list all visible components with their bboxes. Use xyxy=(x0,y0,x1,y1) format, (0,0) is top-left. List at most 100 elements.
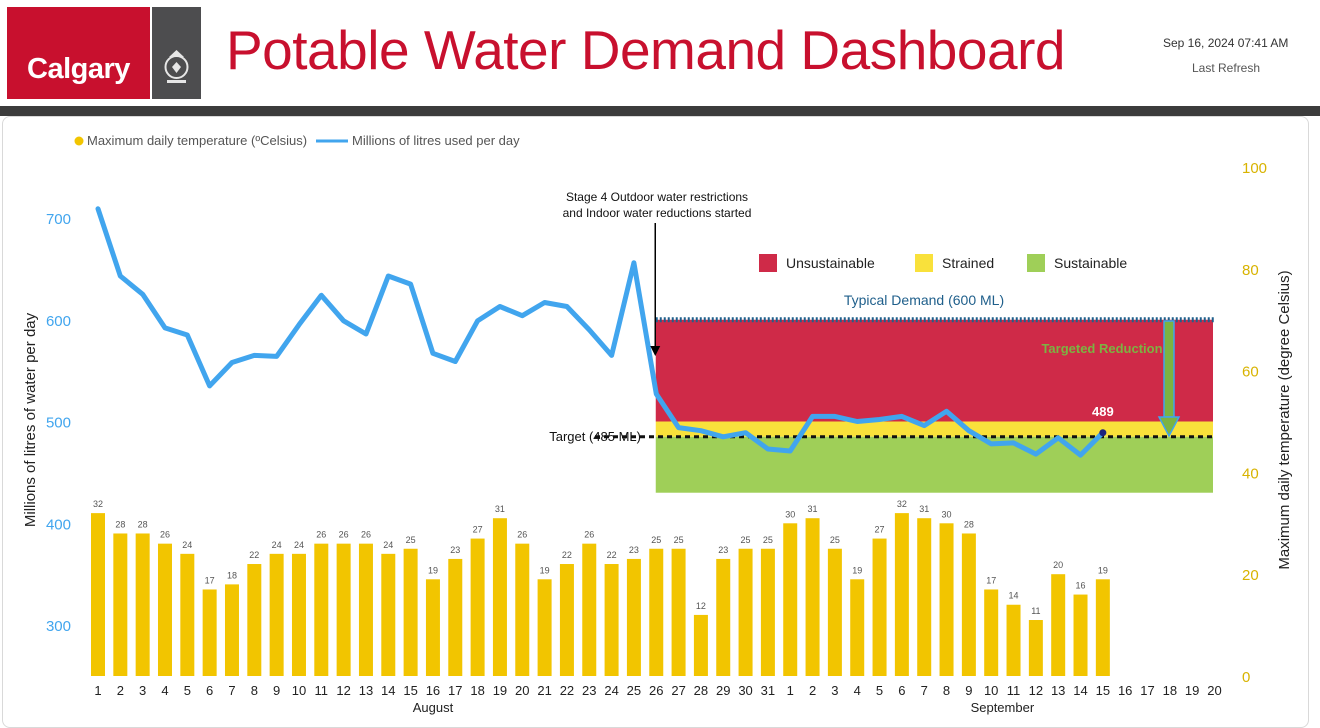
temperature-bar xyxy=(805,518,820,676)
temperature-bar xyxy=(425,579,440,676)
reduction-arrow-head xyxy=(1157,416,1181,438)
x-tick-label: 7 xyxy=(921,683,928,698)
temperature-bar xyxy=(224,584,239,676)
annotation-arrow-head xyxy=(650,346,661,356)
x-tick-label: 28 xyxy=(694,683,708,698)
temperature-bar-label: 23 xyxy=(629,545,639,555)
logo-text: Calgary xyxy=(27,53,130,85)
x-tick-label: 20 xyxy=(1207,683,1221,698)
x-tick-label: 1 xyxy=(94,683,101,698)
temperature-bar xyxy=(291,553,306,676)
x-tick-label: 8 xyxy=(943,683,950,698)
temperature-bar xyxy=(917,518,932,676)
zone-legend-label: Strained xyxy=(942,255,994,271)
x-tick-label: 10 xyxy=(292,683,306,698)
temperature-bar xyxy=(894,513,909,676)
y-left-tick-label: 500 xyxy=(46,415,71,432)
temperature-bar xyxy=(827,548,842,676)
temperature-bar-label: 26 xyxy=(160,530,170,540)
legend-temperature-dot xyxy=(74,136,84,146)
temperature-bar-label: 25 xyxy=(651,535,661,545)
x-tick-label: 13 xyxy=(1051,683,1065,698)
temperature-bar xyxy=(984,589,999,676)
temperature-bar xyxy=(247,564,262,676)
temperature-bar-label: 19 xyxy=(428,565,438,575)
y-right-tick-label: 80 xyxy=(1242,262,1259,279)
x-tick-label: 23 xyxy=(582,683,596,698)
refresh-label: Last Refresh xyxy=(1192,61,1261,75)
x-tick-label: 12 xyxy=(1029,683,1043,698)
x-tick-label: 19 xyxy=(493,683,507,698)
x-tick-label: 17 xyxy=(448,683,462,698)
y-right-axis-title: Maximum daily temperature (degree Celsiu… xyxy=(1276,270,1293,569)
targeted-reduction-label: Targeted Reduction xyxy=(1041,341,1162,356)
x-tick-label: 16 xyxy=(1118,683,1132,698)
temperature-bar xyxy=(1006,604,1021,676)
y-left-tick-label: 300 xyxy=(46,618,71,635)
temperature-bar-label: 32 xyxy=(897,499,907,509)
temperature-bar xyxy=(716,558,731,676)
x-tick-label: 25 xyxy=(627,683,641,698)
temperature-bar xyxy=(157,543,172,676)
temperature-bar-label: 30 xyxy=(942,509,952,519)
x-tick-label: 4 xyxy=(161,683,168,698)
temperature-bar-label: 22 xyxy=(562,550,572,560)
y-right-tick-label: 100 xyxy=(1242,160,1267,177)
x-tick-label: 11 xyxy=(1007,683,1021,698)
temperature-bar-label: 17 xyxy=(205,575,215,585)
latest-point xyxy=(1099,429,1107,437)
temperature-bar-label: 14 xyxy=(1009,591,1019,601)
legend-temperature-label: Maximum daily temperature (ºCelsius) xyxy=(87,133,307,148)
x-tick-label: 15 xyxy=(1096,683,1110,698)
temperature-bar-label: 20 xyxy=(1053,560,1063,570)
temperature-bar xyxy=(939,523,954,676)
temperature-bar-label: 28 xyxy=(964,519,974,529)
x-tick-label: 20 xyxy=(515,683,529,698)
temperature-bar xyxy=(135,533,150,676)
temperature-bar xyxy=(1095,579,1110,676)
temperature-bar-label: 25 xyxy=(674,535,684,545)
temperature-bar-label: 16 xyxy=(1076,581,1086,591)
refresh-timestamp: Sep 16, 2024 07:41 AM xyxy=(1163,36,1289,50)
x-tick-label: 31 xyxy=(761,683,775,698)
x-tick-label: 7 xyxy=(228,683,235,698)
temperature-bar-label: 27 xyxy=(875,525,885,535)
temperature-bar-label: 25 xyxy=(763,535,773,545)
x-tick-label: 4 xyxy=(854,683,861,698)
x-tick-label: 15 xyxy=(403,683,417,698)
x-tick-label: 9 xyxy=(965,683,972,698)
x-tick-label: 29 xyxy=(716,683,730,698)
temperature-bar xyxy=(403,548,418,676)
temperature-bar xyxy=(626,558,641,676)
x-tick-label: 6 xyxy=(206,683,213,698)
temperature-bar-label: 25 xyxy=(406,535,416,545)
x-tick-label: 12 xyxy=(336,683,350,698)
x-tick-label: 2 xyxy=(809,683,816,698)
x-tick-label: 5 xyxy=(876,683,883,698)
temperature-bar xyxy=(671,548,686,676)
typical-demand-label: Typical Demand (600 ML) xyxy=(844,292,1004,308)
temperature-bar-label: 32 xyxy=(93,499,103,509)
temperature-bar xyxy=(470,538,485,676)
x-tick-label: 26 xyxy=(649,683,663,698)
header: Calgary Potable Water Demand Dashboard S… xyxy=(0,0,1320,106)
temperature-bar-label: 12 xyxy=(696,601,706,611)
temperature-bar-label: 31 xyxy=(808,504,818,514)
x-tick-label: 10 xyxy=(984,683,998,698)
zone-legend-label: Sustainable xyxy=(1054,255,1127,271)
temperature-bar-label: 25 xyxy=(741,535,751,545)
temperature-bar-label: 24 xyxy=(383,540,393,550)
y-right-tick-label: 40 xyxy=(1242,465,1259,482)
temperature-bar xyxy=(582,543,597,676)
zone-legend-swatch xyxy=(915,254,933,272)
temperature-bar xyxy=(515,543,530,676)
y-left-axis-title: Millions of litres of water per day xyxy=(22,312,39,527)
x-tick-label: 3 xyxy=(139,683,146,698)
temperature-bar-label: 27 xyxy=(473,525,483,535)
temperature-bar xyxy=(1028,620,1043,676)
temperature-bar xyxy=(91,513,105,676)
temperature-bar xyxy=(1073,594,1088,676)
temperature-bar-label: 22 xyxy=(607,550,617,560)
temperature-bar xyxy=(492,518,507,676)
temperature-bar-label: 26 xyxy=(339,530,349,540)
